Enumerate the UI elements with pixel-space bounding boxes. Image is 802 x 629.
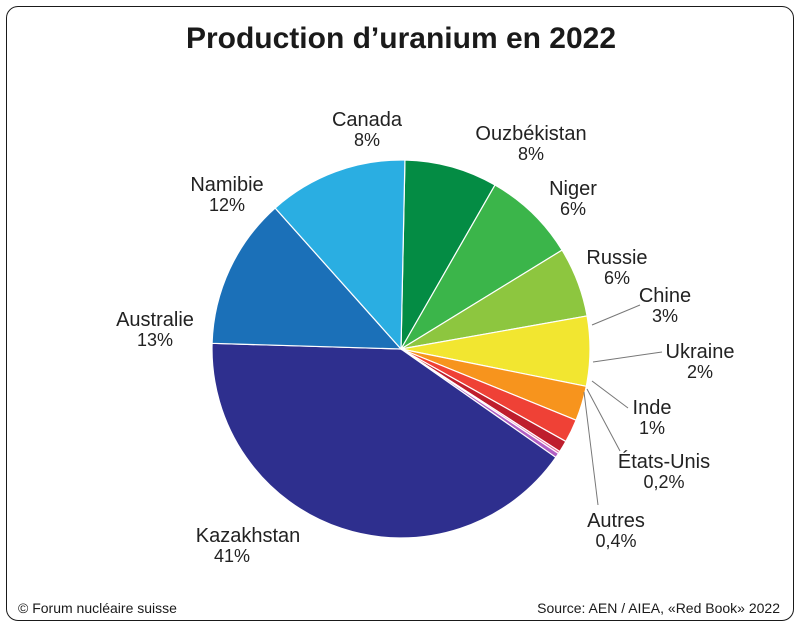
- slice-value-canada: 8%: [354, 130, 380, 150]
- slice-label-inde: Inde: [633, 397, 672, 419]
- pie-slice-ouzbekistan: [400, 184, 563, 350]
- slice-value-ouzbekistan: 8%: [518, 144, 544, 164]
- slice-label-chine: Chine: [639, 285, 691, 307]
- slice-value-autres: 0,4%: [595, 531, 636, 551]
- slice-value-australie: 13%: [137, 330, 173, 350]
- pie-slice-kazakhstan: [211, 342, 557, 539]
- slice-label-niger: Niger: [549, 178, 597, 200]
- slice-label-kazakhstan: Kazakhstan: [196, 525, 301, 547]
- chart-title: Production d’uranium en 2022: [185, 22, 617, 55]
- leader-line-chine: [591, 304, 641, 326]
- slice-label-australie: Australie: [116, 309, 194, 331]
- leader-line-autres: [583, 391, 599, 506]
- slice-value-chine: 3%: [652, 306, 678, 326]
- slice-value-etats-unis: 0,2%: [643, 472, 684, 492]
- leader-line-inde: [591, 380, 629, 409]
- chart-frame: [6, 6, 794, 621]
- leader-line-etats-unis: [586, 388, 621, 452]
- slice-value-ukraine: 2%: [687, 362, 713, 382]
- slice-label-ouzbekistan: Ouzbékistan: [475, 123, 586, 145]
- slice-label-ukraine: Ukraine: [666, 341, 735, 363]
- pie-slice-namibie: [274, 159, 406, 351]
- slice-label-russie: Russie: [586, 247, 647, 269]
- slice-value-kazakhstan: 41%: [214, 546, 250, 566]
- slice-label-canada: Canada: [332, 109, 403, 131]
- slice-label-etats-unis: États-Unis: [618, 450, 710, 473]
- slice-value-russie: 6%: [604, 268, 630, 288]
- leader-line-ukraine: [592, 351, 663, 363]
- credit-text: © Forum nucléaire suisse: [18, 600, 177, 616]
- slice-value-inde: 1%: [639, 418, 665, 438]
- pie-slice-canada: [400, 159, 496, 350]
- pie-slice-australie: [211, 207, 403, 350]
- slice-value-niger: 6%: [560, 199, 586, 219]
- slice-label-autres: Autres: [587, 510, 645, 532]
- source-text: Source: AEN / AIEA, «Red Book» 2022: [537, 600, 780, 616]
- slice-label-namibie: Namibie: [190, 174, 263, 196]
- slice-value-namibie: 12%: [209, 195, 245, 215]
